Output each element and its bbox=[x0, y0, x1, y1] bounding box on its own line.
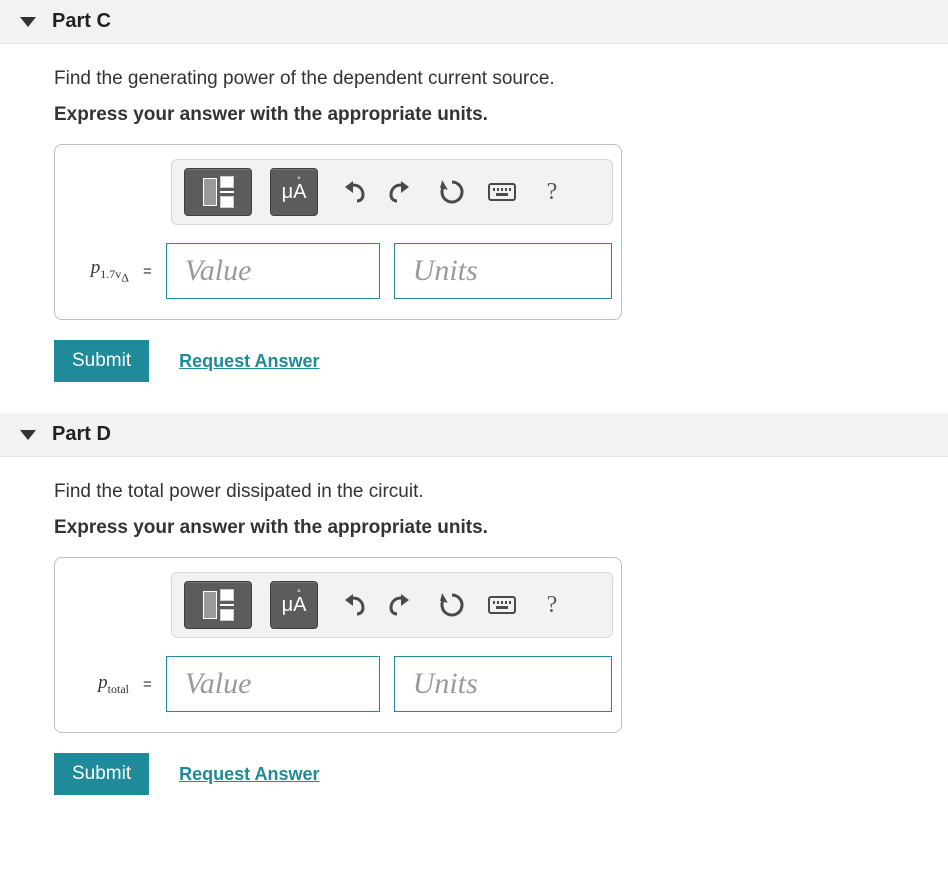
keyboard-icon bbox=[488, 596, 516, 614]
units-input[interactable] bbox=[394, 243, 612, 299]
units-input[interactable] bbox=[394, 656, 612, 712]
part-header: Part D bbox=[0, 413, 948, 457]
part-body: Find the total power dissipated in the c… bbox=[0, 457, 948, 825]
help-icon: ? bbox=[547, 592, 558, 619]
help-icon: ? bbox=[547, 179, 558, 206]
answer-instruction: Express your answer with the appropriate… bbox=[54, 104, 948, 126]
part-header: Part C bbox=[0, 0, 948, 44]
question-prompt: Find the generating power of the depende… bbox=[54, 68, 948, 90]
collapse-icon[interactable] bbox=[20, 430, 36, 440]
reset-button[interactable] bbox=[436, 176, 468, 208]
value-input[interactable] bbox=[166, 656, 380, 712]
templates-icon bbox=[203, 589, 234, 621]
symbols-icon: μA° bbox=[282, 181, 307, 204]
part-body: Find the generating power of the depende… bbox=[0, 44, 948, 412]
input-row: ptotal = bbox=[71, 656, 605, 712]
keyboard-button[interactable] bbox=[486, 589, 518, 621]
variable-label: ptotal bbox=[71, 672, 129, 697]
equation-toolbar: μA° ? bbox=[171, 159, 613, 225]
actions-row: Submit Request Answer bbox=[54, 340, 948, 382]
templates-button[interactable] bbox=[184, 168, 252, 216]
answer-instruction: Express your answer with the appropriate… bbox=[54, 517, 948, 539]
question-prompt: Find the total power dissipated in the c… bbox=[54, 481, 948, 503]
reset-icon bbox=[439, 592, 465, 618]
symbols-icon: μA° bbox=[282, 594, 307, 617]
submit-button[interactable]: Submit bbox=[54, 340, 149, 382]
redo-icon bbox=[389, 181, 415, 203]
value-input[interactable] bbox=[166, 243, 380, 299]
help-button[interactable]: ? bbox=[536, 176, 568, 208]
part-1: Part D Find the total power dissipated i… bbox=[0, 413, 948, 826]
redo-button[interactable] bbox=[386, 176, 418, 208]
equals-sign: = bbox=[143, 676, 152, 693]
redo-button[interactable] bbox=[386, 589, 418, 621]
collapse-icon[interactable] bbox=[20, 17, 36, 27]
symbols-button[interactable]: μA° bbox=[270, 581, 318, 629]
request-answer-link[interactable]: Request Answer bbox=[179, 351, 319, 372]
input-row: p1.7vΔ = bbox=[71, 243, 605, 299]
redo-icon bbox=[389, 594, 415, 616]
undo-icon bbox=[339, 181, 365, 203]
undo-icon bbox=[339, 594, 365, 616]
templates-button[interactable] bbox=[184, 581, 252, 629]
part-title: Part C bbox=[52, 10, 111, 33]
actions-row: Submit Request Answer bbox=[54, 753, 948, 795]
reset-icon bbox=[439, 179, 465, 205]
answer-box: μA° ? ptotal = bbox=[54, 557, 622, 733]
undo-button[interactable] bbox=[336, 176, 368, 208]
symbols-button[interactable]: μA° bbox=[270, 168, 318, 216]
keyboard-button[interactable] bbox=[486, 176, 518, 208]
undo-button[interactable] bbox=[336, 589, 368, 621]
equals-sign: = bbox=[143, 263, 152, 280]
equation-toolbar: μA° ? bbox=[171, 572, 613, 638]
templates-icon bbox=[203, 176, 234, 208]
help-button[interactable]: ? bbox=[536, 589, 568, 621]
keyboard-icon bbox=[488, 183, 516, 201]
answer-box: μA° ? p1.7vΔ = bbox=[54, 144, 622, 320]
request-answer-link[interactable]: Request Answer bbox=[179, 764, 319, 785]
reset-button[interactable] bbox=[436, 589, 468, 621]
submit-button[interactable]: Submit bbox=[54, 753, 149, 795]
part-title: Part D bbox=[52, 423, 111, 446]
variable-label: p1.7vΔ bbox=[71, 257, 129, 285]
part-0: Part C Find the generating power of the … bbox=[0, 0, 948, 413]
